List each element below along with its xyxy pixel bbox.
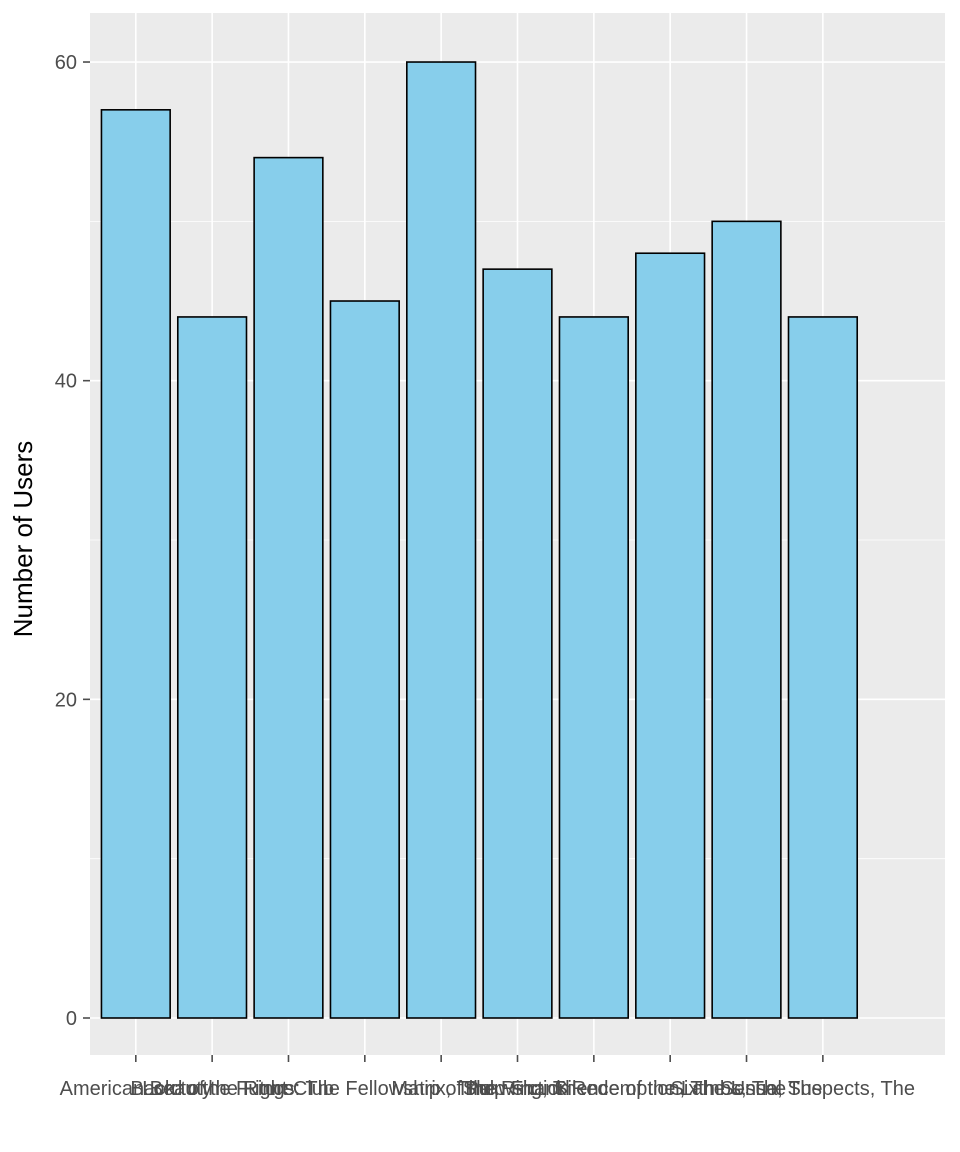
bar — [711, 220, 782, 1019]
x-tick-label: Sixth Sense, The — [671, 1078, 823, 1100]
bar — [100, 109, 171, 1019]
x-tick-label: Fight Club — [243, 1078, 334, 1100]
bar — [253, 156, 324, 1019]
x-tick-label: Silence of the Lambs, The — [554, 1078, 786, 1100]
x-tick-label: Lord of the Rings: The Fellowship of the… — [142, 1078, 587, 1100]
x-tick-label: Usual Suspects, The — [731, 1078, 915, 1100]
bar — [406, 61, 477, 1019]
bar — [329, 300, 400, 1019]
y-tick-label: 40 — [55, 371, 77, 393]
y-tick-label: 0 — [66, 1008, 77, 1030]
bar — [558, 316, 629, 1019]
x-tick-label: American Beauty — [60, 1078, 212, 1100]
x-tick-label: Shawshank Redemption, The — [463, 1078, 725, 1100]
bar — [176, 316, 248, 1019]
bar — [635, 252, 706, 1019]
x-tick-label: Pulp Fiction — [465, 1078, 570, 1100]
y-tick-label: 20 — [55, 689, 77, 711]
y-axis-title: Number of Users — [8, 441, 38, 638]
y-tick-label: 60 — [55, 52, 77, 74]
bar — [482, 268, 553, 1019]
bar — [787, 316, 859, 1019]
x-tick-label: Matrix, The — [391, 1078, 491, 1100]
x-tick-label: Back to the Future — [130, 1078, 293, 1100]
